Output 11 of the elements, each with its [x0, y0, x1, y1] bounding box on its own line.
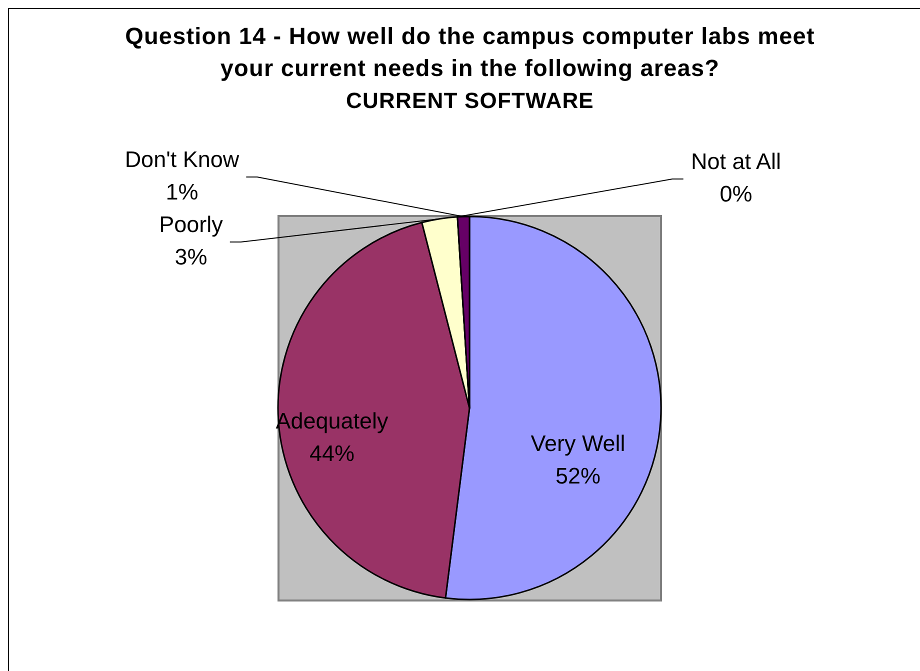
chart-subtitle: CURRENT SOFTWARE [346, 88, 594, 112]
text: 0% [720, 180, 752, 206]
slice-label: Don't Know [124, 146, 240, 172]
category-label: Not at All [690, 148, 782, 174]
chart-title: Question 14 - How well do the campus computer labs meet your current needs in the following areas? [125, 23, 815, 81]
data-label: 1% [166, 178, 198, 204]
slice-label: Poorly [159, 211, 224, 236]
data-label: 3% [174, 244, 208, 269]
slice-label: Very Well [530, 430, 626, 456]
data-label: 52% [555, 462, 601, 488]
data-label: 44% [309, 440, 355, 466]
